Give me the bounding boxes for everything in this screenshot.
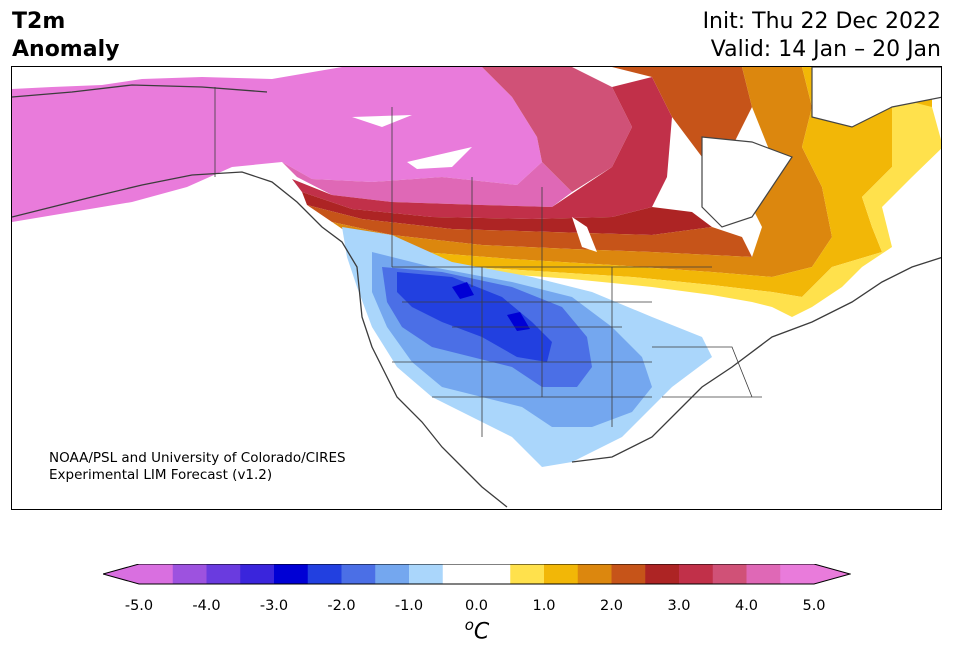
colorbar-unit: oC <box>465 616 490 644</box>
state-borders <box>214 87 762 437</box>
colorbar-segment <box>274 564 309 584</box>
title-line-1: T2m <box>12 9 66 34</box>
colorbar-segment <box>679 564 714 584</box>
colorbar-segment <box>577 564 612 584</box>
land-labrador <box>701 136 793 228</box>
credit-line-1: NOAA/PSL and University of Colorado/CIRE… <box>49 450 346 466</box>
colorbar-segment <box>780 564 815 584</box>
colorbar-tick-label: 1.0 <box>532 598 556 614</box>
colorbar-segment <box>172 564 207 584</box>
colorbar-extend-low <box>103 564 139 584</box>
colorbar-segment <box>476 564 511 584</box>
colorbar-ticks: -5.0 -4.0 -3.0 -2.0 -1.0 0.0 1.0 2.0 3.0 4.0 5.0 <box>0 598 953 618</box>
valid-date: Valid: 14 Jan – 20 Jan <box>710 37 941 62</box>
colorbar-segment <box>139 564 174 584</box>
colorbar-tick-label: 2.0 <box>599 598 624 614</box>
colorbar-segment <box>375 564 410 584</box>
colorbar-segment <box>409 564 444 584</box>
title-line-2: Anomaly <box>12 37 120 62</box>
lake-island-2 <box>407 147 472 169</box>
colorbar-segment <box>510 564 545 584</box>
anomaly-region-darkorange <box>332 67 832 277</box>
colorbar-tick-label: 0.0 <box>464 598 489 614</box>
colorbar-segment <box>341 564 376 584</box>
colorbar-segment <box>746 564 781 584</box>
colorbar-segment <box>442 564 477 584</box>
coastline <box>12 84 941 508</box>
credit-line-2: Experimental LIM Forecast (v1.2) <box>49 467 273 483</box>
colorbar-tick-label: 5.0 <box>802 598 826 614</box>
forecast-dates: Init: Thu 22 Dec 2022 Valid: 14 Jan – 20… <box>703 8 941 64</box>
lake-island-1 <box>352 115 412 127</box>
colorbar-tick-label: -5.0 <box>124 598 154 614</box>
colorbar-tick-label: 3.0 <box>667 598 691 614</box>
anomaly-region-darkblue-1 <box>452 282 474 299</box>
colorbar-segment <box>307 564 342 584</box>
colorbar-tick-label: -4.0 <box>192 598 221 614</box>
colorbar-extend-high <box>814 564 850 584</box>
anomaly-region-pink <box>282 162 572 207</box>
map-title: T2m Anomaly <box>12 8 119 64</box>
unit-main: C <box>473 619 490 645</box>
colorbar-tick-label: -1.0 <box>394 598 424 614</box>
map-svg <box>12 67 941 509</box>
colorbar-tick-label: 4.0 <box>734 598 759 614</box>
colorbar-outline <box>103 564 851 585</box>
colorbar-segment <box>712 564 747 584</box>
colorbar-segment <box>544 564 579 584</box>
colorbar <box>103 564 851 585</box>
land-greenland-south <box>811 67 941 128</box>
lake-island-3 <box>572 217 597 252</box>
anomaly-region-rust <box>307 67 752 257</box>
colorbar-segment <box>645 564 680 584</box>
anomaly-region-darkblue-2 <box>507 312 530 331</box>
colorbar-segment <box>611 564 646 584</box>
colorbar-segment <box>206 564 241 584</box>
credit-text: NOAA/PSL and University of Colorado/CIRE… <box>49 450 346 484</box>
unit-degree: o <box>464 616 474 634</box>
colorbar-segments <box>139 564 815 584</box>
anomaly-region-royalblue <box>397 272 552 362</box>
init-date: Init: Thu 22 Dec 2022 <box>702 9 941 34</box>
colorbar-tick-label: -3.0 <box>259 598 289 614</box>
anomaly-region-darkred <box>302 192 712 235</box>
anomaly-map <box>11 66 942 510</box>
anomaly-region-magenta <box>12 67 542 222</box>
anomaly-region-crimson <box>292 77 672 219</box>
anomaly-region-rose <box>482 67 632 192</box>
colorbar-tick-label: -2.0 <box>327 598 356 614</box>
colorbar-segment <box>240 564 275 584</box>
